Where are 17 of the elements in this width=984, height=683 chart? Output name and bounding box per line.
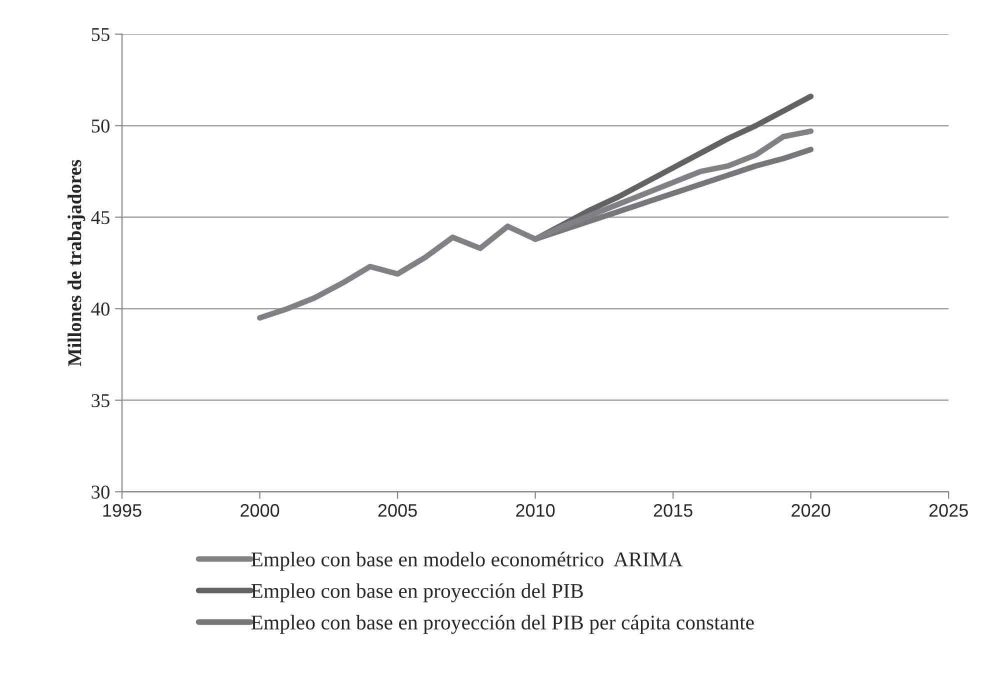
x-tick-label: 2020	[792, 504, 830, 517]
x-tick-label: 2025	[929, 504, 968, 517]
y-axis-title: Millones de trabajadores	[68, 160, 86, 366]
legend-label: Empleo con base en proyección del PIB per cápita constante	[251, 614, 754, 634]
x-tick-label: 2010	[516, 504, 555, 517]
x-tick-label: 2015	[654, 504, 692, 517]
y-tick-label: 30	[92, 486, 110, 499]
y-tick-label: 50	[92, 119, 110, 133]
x-tick-label: 2000	[240, 504, 280, 517]
y-tick-label: 35	[92, 394, 110, 408]
legend-label: Empleo con base en proyección del PIB	[251, 583, 583, 602]
x-tick-label: 2005	[378, 504, 417, 517]
legend-label: Empleo con base en modelo econométrico ARIMA	[251, 552, 683, 571]
y-tick-label: 45	[91, 211, 110, 224]
y-tick-label: 55	[92, 28, 110, 42]
x-tick-label: 1995	[103, 504, 142, 517]
y-tick-label: 40	[91, 302, 110, 316]
